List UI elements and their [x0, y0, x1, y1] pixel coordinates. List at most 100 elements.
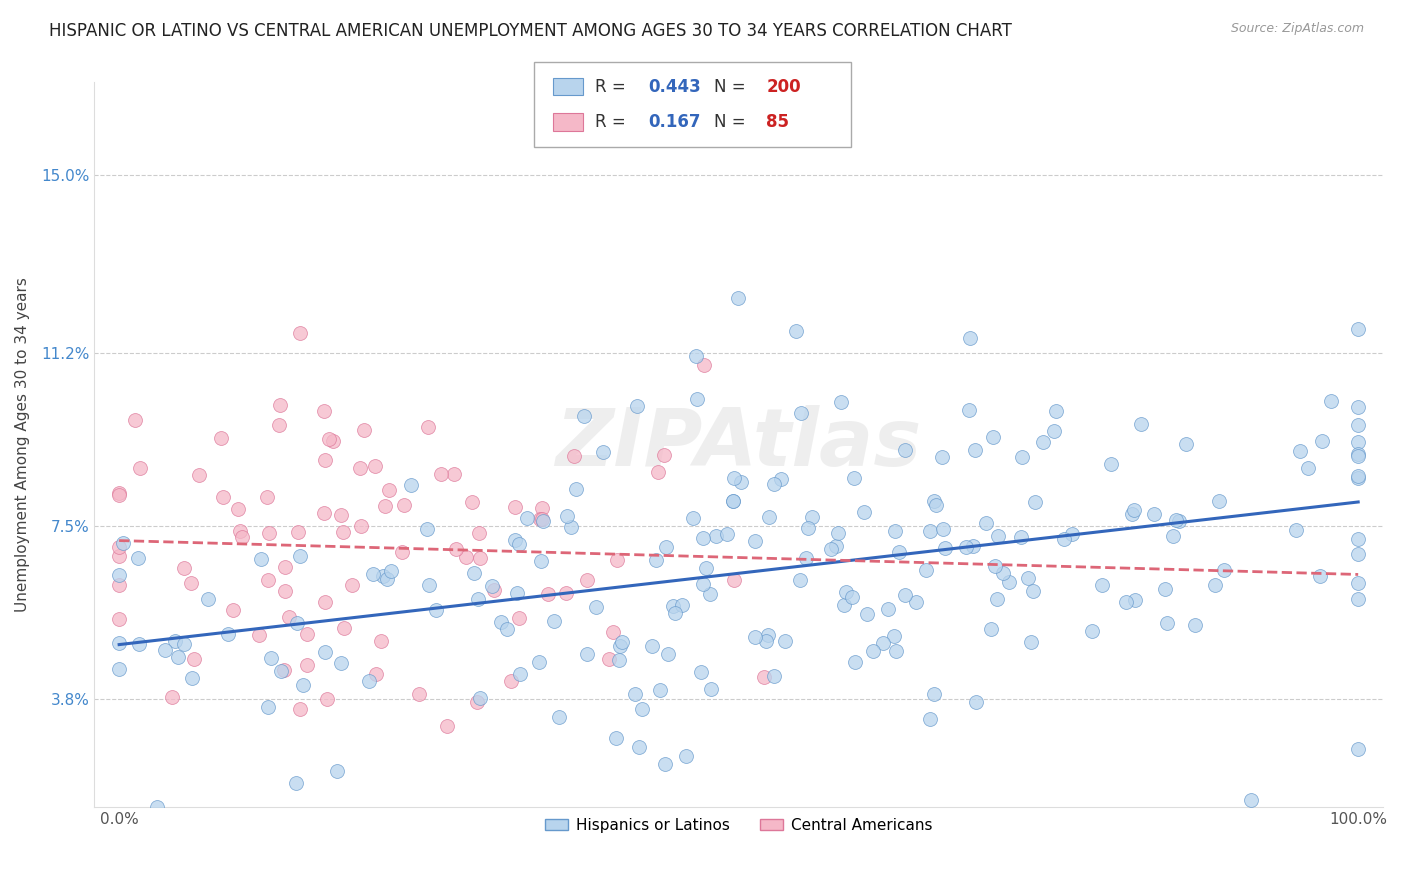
Point	[364, 459, 387, 474]
Point	[645, 553, 668, 567]
Point	[884, 643, 907, 657]
Point	[1347, 450, 1369, 464]
Point	[835, 584, 858, 599]
Point	[322, 434, 344, 449]
Point	[1123, 592, 1146, 607]
Point	[197, 591, 219, 606]
Point	[146, 799, 169, 814]
Point	[392, 498, 415, 512]
Text: N =: N =	[714, 113, 751, 131]
Point	[1024, 495, 1046, 509]
Point	[657, 648, 679, 662]
Point	[312, 404, 335, 418]
Point	[1184, 617, 1206, 632]
Point	[758, 510, 780, 524]
Point	[529, 655, 551, 669]
Point	[531, 515, 554, 529]
Point	[108, 540, 131, 554]
Point	[548, 710, 571, 724]
Point	[468, 550, 491, 565]
Point	[506, 586, 529, 600]
Point	[508, 611, 530, 625]
Point	[167, 649, 190, 664]
Point	[217, 627, 239, 641]
Point	[391, 544, 413, 558]
Point	[380, 564, 402, 578]
Point	[648, 683, 671, 698]
Point	[965, 695, 987, 709]
Point	[359, 673, 381, 688]
Point	[454, 550, 477, 565]
Point	[1208, 493, 1230, 508]
Point	[991, 566, 1014, 581]
Point	[285, 776, 308, 790]
Point	[925, 499, 948, 513]
Point	[692, 531, 714, 545]
Point	[1017, 571, 1039, 585]
Point	[931, 450, 953, 465]
Point	[763, 477, 786, 491]
Point	[443, 467, 465, 482]
Point	[1212, 563, 1234, 577]
Point	[801, 510, 824, 524]
Text: 85: 85	[766, 113, 789, 131]
Text: R =: R =	[595, 113, 631, 131]
Point	[173, 561, 195, 575]
Point	[537, 587, 560, 601]
Point	[173, 637, 195, 651]
Point	[605, 731, 627, 745]
Point	[270, 664, 292, 678]
Point	[499, 674, 522, 689]
Point	[924, 687, 946, 701]
Point	[288, 549, 311, 563]
Point	[314, 595, 336, 609]
Point	[371, 569, 394, 583]
Point	[904, 595, 927, 609]
Point	[349, 460, 371, 475]
Point	[316, 691, 339, 706]
Point	[626, 399, 648, 413]
Point	[467, 592, 489, 607]
Point	[607, 653, 630, 667]
Point	[794, 551, 817, 566]
Point	[998, 574, 1021, 589]
Point	[922, 494, 945, 508]
Point	[516, 511, 538, 525]
Point	[744, 533, 766, 548]
Point	[529, 511, 551, 525]
Point	[436, 719, 458, 733]
Point	[530, 501, 553, 516]
Point	[256, 700, 278, 714]
Point	[730, 475, 752, 489]
Point	[763, 668, 786, 682]
Point	[287, 525, 309, 540]
Point	[695, 561, 717, 575]
Point	[755, 634, 778, 648]
Point	[664, 607, 686, 621]
Point	[350, 519, 373, 533]
Point	[188, 468, 211, 483]
Point	[789, 574, 811, 588]
Point	[415, 523, 437, 537]
Point	[721, 494, 744, 508]
Point	[503, 500, 526, 515]
Point	[654, 448, 676, 462]
Point	[278, 610, 301, 624]
Point	[418, 578, 440, 592]
Point	[1288, 444, 1310, 458]
Point	[932, 522, 955, 536]
Point	[153, 643, 176, 657]
Point	[489, 615, 512, 629]
Point	[1156, 615, 1178, 630]
Point	[1115, 595, 1137, 609]
Point	[375, 572, 398, 586]
Point	[468, 526, 491, 541]
Point	[1347, 576, 1369, 591]
Point	[562, 449, 585, 463]
Point	[976, 516, 998, 530]
Point	[108, 549, 131, 564]
Point	[290, 326, 312, 340]
Point	[1022, 584, 1045, 599]
Point	[572, 409, 595, 424]
Y-axis label: Unemployment Among Ages 30 to 34 years: Unemployment Among Ages 30 to 34 years	[15, 277, 30, 612]
